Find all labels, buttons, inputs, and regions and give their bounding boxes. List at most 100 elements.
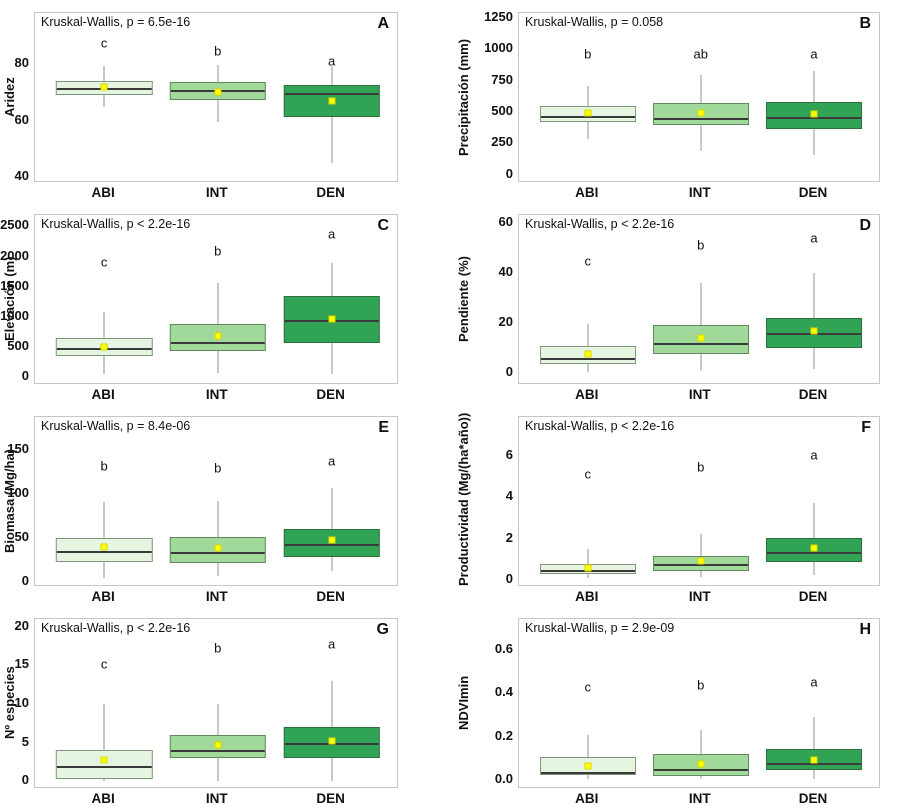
- y-axis-title: Precipitación (mm): [456, 38, 471, 156]
- mean-marker: [584, 350, 592, 358]
- x-category-label: INT: [688, 185, 711, 200]
- mean-marker: [100, 543, 108, 551]
- y-tick-label: 150: [7, 441, 29, 457]
- panel-E: Biomasa (Mg/ha) 150 100 50 0 Kruskal-Wallis, …: [0, 404, 450, 606]
- x-category-label: ABI: [91, 589, 115, 604]
- mean-marker: [328, 97, 336, 105]
- whisker-line: [586, 734, 589, 780]
- mean-marker: [100, 756, 108, 764]
- x-category-label: DEN: [316, 387, 345, 402]
- median-line: [767, 117, 861, 120]
- x-category-label: ABI: [575, 185, 599, 200]
- mean-marker: [810, 327, 818, 335]
- median-line: [653, 564, 748, 567]
- mean-marker: [328, 315, 336, 323]
- kruskal-wallis-label: Kruskal-Wallis, p < 2.2e-16: [525, 217, 675, 231]
- median-line: [56, 551, 152, 554]
- y-tick-label: 1000: [0, 307, 29, 323]
- median-line: [767, 551, 861, 554]
- y-tick-label: 0.0: [494, 771, 513, 787]
- mean-marker: [328, 737, 336, 745]
- y-tick-label: 0: [21, 772, 29, 788]
- mean-marker: [214, 332, 222, 340]
- significance-letter: c: [584, 466, 592, 482]
- significance-letter: b: [214, 460, 222, 476]
- mean-marker: [100, 343, 108, 351]
- kruskal-wallis-label: Kruskal-Wallis, p < 2.2e-16: [41, 621, 191, 635]
- significance-letter: b: [214, 243, 222, 259]
- y-tick-label: 40: [14, 168, 29, 184]
- panel-letter: D: [859, 217, 871, 234]
- significance-letter: ab: [693, 46, 708, 62]
- panel-G: Nº especies 20 15 10 5 0 Kruskal-Wallis, p < 2…: [0, 606, 450, 808]
- panel-F: Productividad (Mg/(ha*año)) 6 4 2 0 Kruskal-W…: [450, 404, 900, 606]
- y-tick-label: 60: [14, 111, 29, 127]
- significance-letter: a: [328, 636, 336, 652]
- y-tick-label: 500: [491, 103, 513, 119]
- y-tick-label: 20: [498, 313, 513, 329]
- mean-marker: [214, 741, 222, 749]
- significance-letter: c: [100, 656, 108, 672]
- y-tick-label: 100: [7, 485, 29, 501]
- significance-letter: c: [584, 253, 592, 269]
- x-category-label: INT: [205, 589, 228, 604]
- panel-letter: F: [861, 419, 871, 436]
- y-tick-label: 0: [21, 368, 29, 384]
- mean-marker: [810, 110, 818, 118]
- significance-letter: a: [810, 46, 818, 62]
- y-tick-label: 500: [7, 338, 29, 354]
- mean-marker: [584, 762, 592, 770]
- panel-C: Elevación (m) 2500 2000 1500 1000 500 0 Kruskal…: [0, 202, 450, 404]
- x-category-label: DEN: [798, 791, 828, 806]
- y-tick-label: 1250: [484, 9, 513, 24]
- median-line: [653, 342, 748, 345]
- y-tick-label: 0: [505, 570, 513, 586]
- significance-letter: a: [328, 226, 336, 242]
- mean-marker: [328, 536, 336, 544]
- y-tick-label: 20: [14, 617, 29, 633]
- median-line: [170, 341, 265, 344]
- panel-A: Aridez 80 60 40 Kruskal-Wallis, p = 6.5e-16 A…: [0, 0, 450, 202]
- x-category-label: ABI: [575, 791, 599, 806]
- y-tick-label: 2500: [0, 217, 29, 233]
- panel-D: Pendiente (%) 60 40 20 0 Kruskal-Wallis, p < …: [450, 202, 900, 404]
- y-tick-label: 0.6: [494, 640, 513, 656]
- kruskal-wallis-label: Kruskal-Wallis, p < 2.2e-16: [41, 217, 191, 231]
- median-line: [653, 769, 748, 772]
- significance-letter: b: [697, 237, 705, 252]
- significance-letter: b: [214, 640, 222, 656]
- y-tick-label: 60: [498, 213, 513, 229]
- significance-letter: b: [697, 459, 705, 475]
- median-line: [284, 544, 379, 547]
- whisker-line: [586, 548, 589, 578]
- x-category-label: ABI: [91, 185, 115, 200]
- panel-B: Precipitación (mm) 1250 1000 750 500 250 0 Krus…: [450, 0, 900, 202]
- x-category-label: INT: [205, 185, 228, 200]
- significance-letter: b: [697, 677, 705, 693]
- y-tick-label: 10: [14, 695, 29, 710]
- panel-letter: H: [859, 621, 871, 638]
- box-den: [283, 529, 380, 558]
- mean-marker: [697, 760, 705, 768]
- y-tick-label: 2000: [0, 247, 29, 263]
- y-tick-label: 0.4: [494, 684, 513, 700]
- significance-letter: b: [214, 43, 222, 59]
- y-axis-title: Pendiente (%): [456, 256, 471, 342]
- x-category-label: ABI: [91, 387, 115, 402]
- median-line: [170, 551, 265, 554]
- x-category-label: INT: [688, 589, 711, 604]
- y-tick-label: 0.2: [494, 727, 513, 743]
- x-category-label: DEN: [798, 387, 828, 402]
- x-category-label: DEN: [316, 791, 345, 806]
- significance-letter: c: [584, 679, 592, 695]
- whisker-line: [699, 534, 702, 577]
- kruskal-wallis-label: Kruskal-Wallis, p = 6.5e-16: [41, 15, 191, 29]
- panel-letter: C: [377, 217, 389, 234]
- panel-letter: A: [377, 15, 389, 32]
- median-line: [540, 771, 635, 774]
- box-abi: [55, 750, 153, 780]
- x-category-label: INT: [205, 387, 228, 402]
